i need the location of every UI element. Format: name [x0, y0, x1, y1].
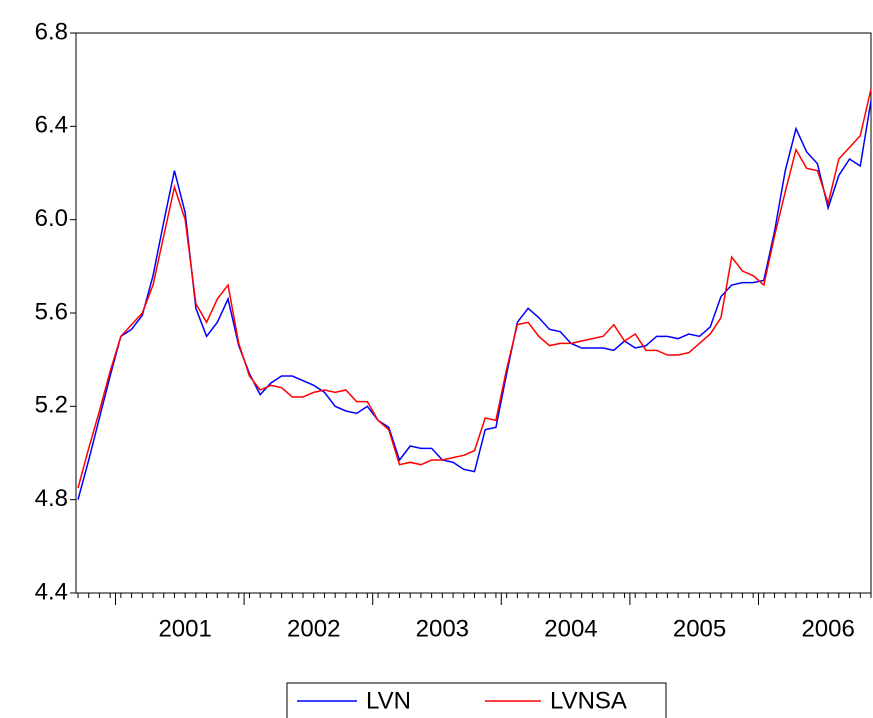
legend-label: LVNSA: [550, 687, 627, 714]
x-tick-label: 2002: [287, 615, 340, 642]
x-tick-label: 2006: [801, 615, 854, 642]
y-tick-label: 4.4: [35, 578, 68, 605]
y-tick-label: 6.0: [35, 205, 68, 232]
legend: LVN LVNSA: [286, 682, 667, 718]
x-tick-label: 2001: [158, 615, 211, 642]
y-tick-label: 6.4: [35, 112, 68, 139]
x-tick-label: 2004: [544, 615, 597, 642]
y-tick-label: 5.2: [35, 392, 68, 419]
y-tick-label: 6.8: [35, 18, 68, 45]
x-tick-label: 2003: [416, 615, 469, 642]
legend-label: LVN: [366, 687, 411, 714]
plot-frame: [75, 32, 872, 594]
series-line: [77, 100, 872, 500]
y-tick-label: 4.8: [35, 485, 68, 512]
x-tick-label: 2005: [673, 615, 726, 642]
series-line: [77, 88, 872, 489]
y-tick-label: 5.6: [35, 298, 68, 325]
